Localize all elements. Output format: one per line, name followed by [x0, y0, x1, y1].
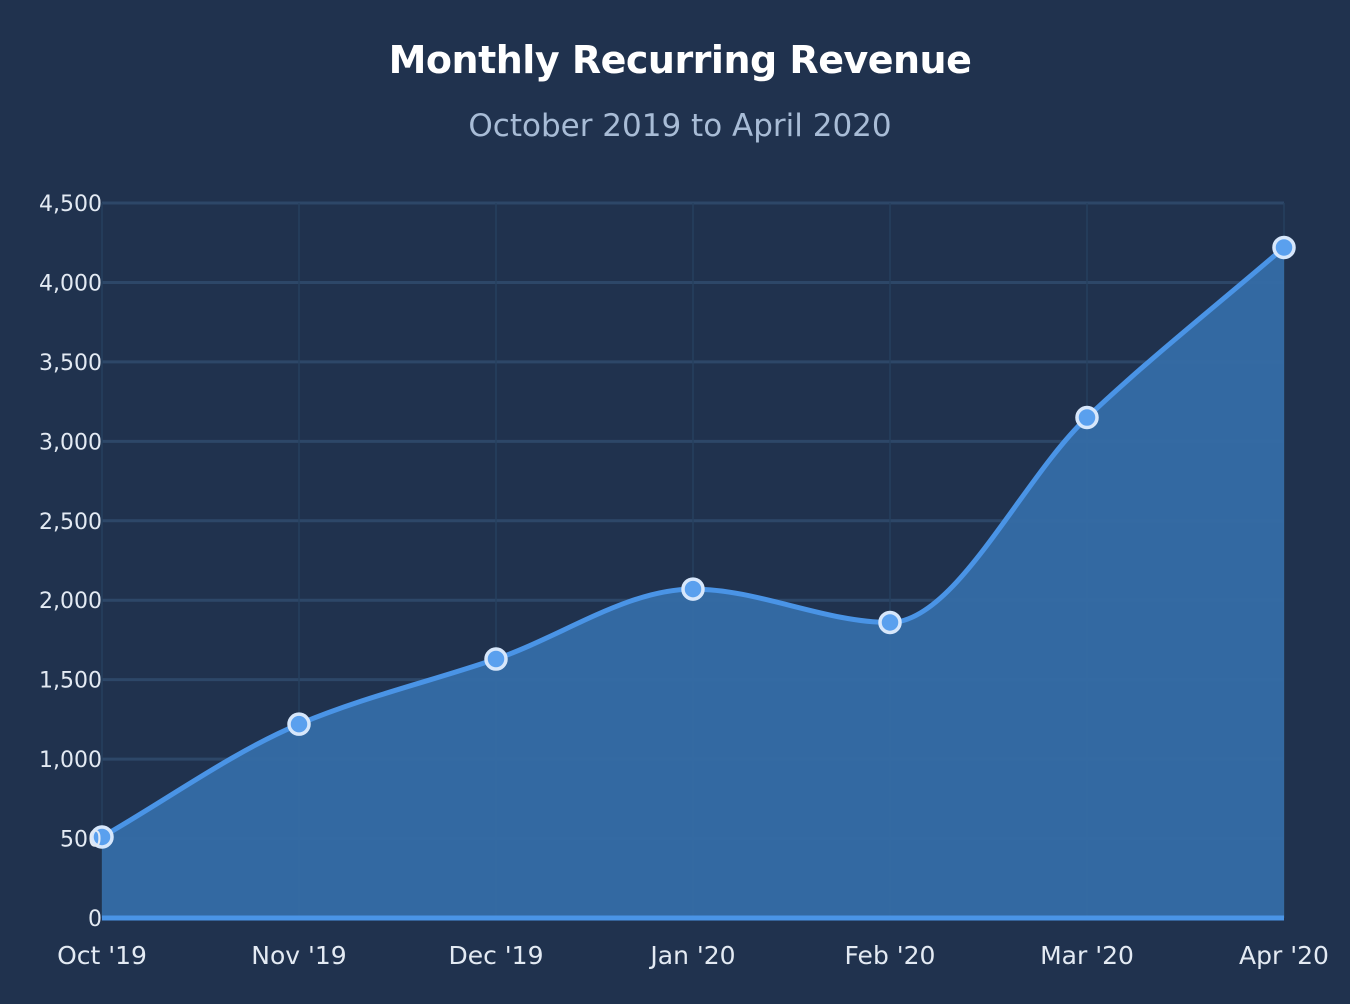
y-tick-label: 1,500 [39, 669, 102, 694]
data-point[interactable] [1272, 235, 1296, 260]
y-tick-label: 3,000 [39, 430, 102, 455]
area-layer [102, 247, 1284, 921]
x-tick-label: Jan '20 [648, 941, 735, 970]
y-tick-label: 4,500 [39, 192, 102, 217]
y-tick-label: 2,500 [39, 510, 102, 535]
y-tick-label: 0 [88, 907, 102, 932]
y-tick-label: 4,000 [39, 271, 102, 296]
data-point[interactable] [878, 610, 902, 635]
y-tick-label: 3,500 [39, 351, 102, 376]
y-tick-label: 2,000 [39, 589, 102, 614]
data-point[interactable] [484, 647, 508, 671]
data-point[interactable] [287, 712, 311, 736]
x-tick-label: Oct '19 [57, 941, 147, 970]
point-layer [90, 235, 1296, 849]
x-tick-label: Dec '19 [448, 941, 543, 970]
chart-subtitle: October 2019 to April 2020 [468, 108, 892, 144]
area-fill [102, 247, 1284, 918]
x-tick-label: Mar '20 [1040, 941, 1134, 970]
data-point[interactable] [681, 577, 705, 601]
chart-title: Monthly Recurring Revenue [388, 38, 972, 82]
data-point[interactable] [1075, 405, 1099, 430]
y-tick-label: 1,000 [39, 748, 102, 773]
x-tick-label: Nov '19 [251, 941, 346, 970]
x-tick-label: Feb '20 [845, 941, 936, 970]
y-tick-label: 500 [60, 828, 102, 853]
x-axis: Oct '19 Nov '19 Dec '19 Jan '20 Feb '20 Mar '… [57, 941, 1329, 970]
data-point[interactable] [90, 825, 114, 849]
x-tick-label: Apr '20 [1239, 941, 1329, 970]
y-axis: 0 500 1,000 1,500 2,000 2,500 3,000 3,500 4,000 4… [39, 192, 102, 932]
